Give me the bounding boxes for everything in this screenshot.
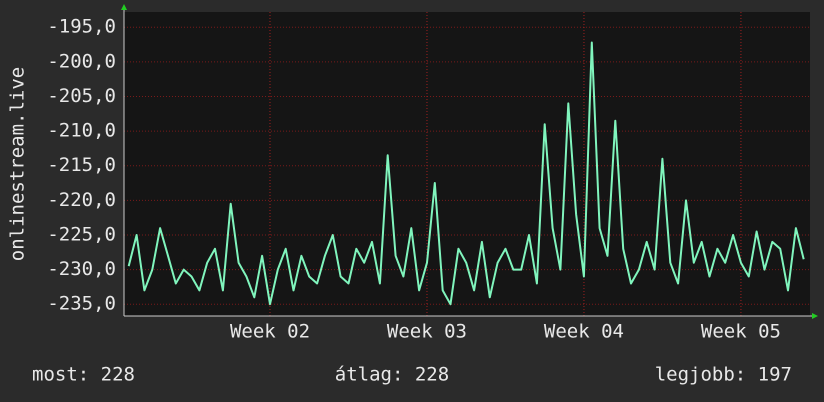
y-tick-label: -225,0 [47, 223, 116, 245]
x-tick-label: Week 03 [387, 321, 467, 343]
stat-current: most: 228 [32, 364, 135, 386]
y-axis-label: onlinestream.live [7, 67, 29, 261]
stat-average: átlag: 228 [335, 364, 449, 386]
y-tick-label: -210,0 [47, 120, 116, 142]
x-tick-label: Week 05 [701, 321, 781, 343]
x-arrow [812, 313, 818, 319]
y-tick-label: -195,0 [47, 16, 116, 38]
stat-best: legjobb: 197 [655, 364, 792, 386]
x-tick-label: Week 04 [544, 321, 624, 343]
y-tick-label: -205,0 [47, 85, 116, 107]
y-tick-label: -220,0 [47, 189, 116, 211]
y-arrow [121, 4, 127, 10]
y-tick-label: -200,0 [47, 50, 116, 72]
y-tick-label: -235,0 [47, 293, 116, 315]
data-line [127, 41, 805, 306]
y-tick-label: -215,0 [47, 154, 116, 176]
x-tick-label: Week 02 [230, 321, 310, 343]
y-tick-label: -230,0 [47, 258, 116, 280]
